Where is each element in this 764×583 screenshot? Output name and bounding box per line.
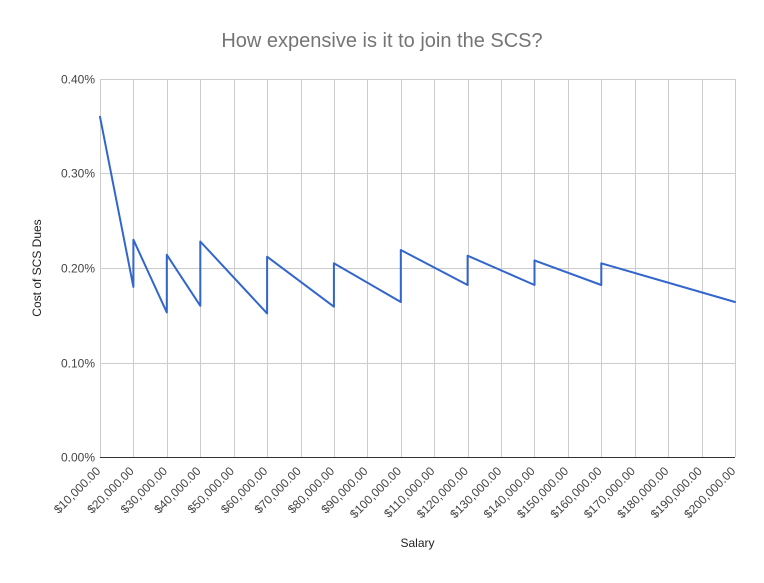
y-tick-label: 0.20% <box>61 262 95 276</box>
y-axis-title: Cost of SCS Dues <box>30 219 44 316</box>
x-axis-title: Salary <box>400 536 434 550</box>
y-tick-label: 0.40% <box>61 73 95 87</box>
chart-title: How expensive is it to join the SCS? <box>221 30 543 52</box>
y-tick-label: 0.00% <box>61 451 95 465</box>
y-tick-label: 0.30% <box>61 167 95 181</box>
y-tick-label: 0.10% <box>61 357 95 371</box>
series-line <box>99 115 736 315</box>
